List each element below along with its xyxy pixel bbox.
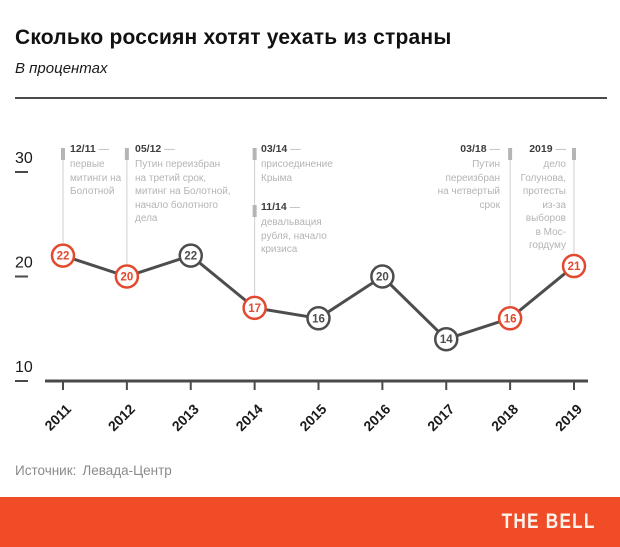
source-label: Источник:	[15, 463, 77, 478]
x-tick-label: 2013	[169, 401, 202, 434]
annotation-date: 03/18 —	[460, 143, 501, 155]
page-title: Сколько россиян хотят уехать из страны	[15, 26, 452, 49]
annotation-text: Путин переизбран на четвертый срок	[437, 159, 500, 211]
annotation-nov-2014: 11/14 — девальвация рубля, начало кризис…	[261, 201, 345, 257]
data-point-label: 22	[184, 251, 197, 263]
x-tick-label: 2015	[296, 401, 329, 434]
annotation-dash: —	[164, 143, 175, 155]
annotation-dash: —	[489, 143, 501, 155]
annotation-mar-2018: 03/18 — Путин переизбран на четвертый ср…	[404, 143, 500, 212]
annotation-2019: 2019 — дело Голунова, протесты из-за выб…	[480, 143, 566, 253]
annotation-date: 03/14 —	[261, 143, 301, 155]
data-point-label: 22	[57, 251, 70, 263]
x-tick-label: 2011	[41, 401, 74, 434]
annotation-cap	[61, 148, 65, 160]
header-divider	[15, 97, 607, 99]
data-point-2011	[50, 243, 76, 268]
data-point-label: 16	[504, 313, 517, 325]
annotation-cap	[124, 148, 129, 160]
data-point-2012	[114, 264, 140, 289]
annotation-text: присоединение Крыма	[261, 159, 333, 184]
page-subtitle: В процентах	[15, 60, 108, 77]
data-point-2016	[370, 264, 395, 289]
data-point-2014	[242, 295, 267, 321]
annotation-date: 11/14 —	[261, 201, 301, 213]
annotation-may-2012: 05/12 — Путин переизбран на третий срок,…	[135, 143, 253, 226]
annotation-cap	[508, 148, 513, 160]
annotation-text: девальвация рубля, начало кризиса	[261, 217, 327, 255]
data-point-2013	[178, 243, 203, 268]
y-tick-label: 20	[15, 255, 33, 272]
y-tick-label: 10	[15, 359, 33, 376]
data-point-2015	[306, 306, 331, 331]
source-note: Источник: Левада-Центр	[15, 463, 172, 478]
annotation-mar-2014: 03/14 — присоединение Крыма	[261, 143, 357, 185]
data-point-label: 20	[376, 272, 389, 284]
annotation-dash: —	[290, 143, 301, 155]
data-point-label: 16	[312, 313, 325, 325]
data-point-2018	[497, 306, 523, 331]
data-point-2017	[434, 326, 459, 352]
x-tick-label: 2012	[105, 401, 138, 434]
data-point-label: 17	[248, 303, 261, 315]
x-tick-label: 2017	[424, 401, 457, 434]
annotation-date: 2019 —	[529, 143, 567, 155]
annotation-dash: —	[555, 143, 567, 155]
annotation-text: Путин переизбран на третий срок, митинг …	[135, 159, 231, 224]
data-point-label: 14	[440, 334, 453, 346]
source-value: Левада-Центр	[82, 463, 172, 478]
brand-logo: THE BELL	[501, 510, 596, 533]
annotation-text: первые митинги на Болотной	[70, 159, 122, 197]
annotation-cap	[572, 148, 576, 160]
annotation-cap	[252, 148, 257, 160]
data-point-label: 20	[120, 272, 133, 284]
annotation-dash: —	[289, 201, 301, 213]
annotation-text: дело Голунова, протесты из-за выборов в …	[520, 159, 566, 251]
footer-bar: THE BELL	[0, 497, 620, 547]
x-tick-label: 2018	[488, 401, 521, 434]
data-point-2019	[561, 253, 587, 279]
annotation-date: 05/12 —	[135, 143, 175, 155]
x-tick-label: 2019	[552, 401, 585, 434]
data-point-label: 21	[568, 261, 581, 273]
x-tick-label: 2016	[360, 401, 393, 434]
annotation-dec-2011: 12/11 — первые митинги на Болотной	[70, 143, 136, 199]
annotation-dash: —	[98, 143, 110, 155]
y-tick-label: 30	[15, 150, 33, 167]
x-tick-label: 2014	[232, 401, 265, 434]
annotation-cap	[252, 205, 257, 217]
annotation-date: 12/11 —	[70, 143, 110, 155]
